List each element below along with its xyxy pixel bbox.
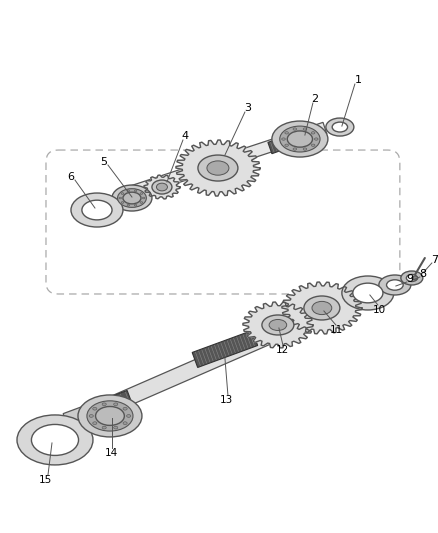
Ellipse shape — [285, 132, 289, 134]
Ellipse shape — [102, 403, 106, 406]
Ellipse shape — [156, 183, 167, 191]
Text: 11: 11 — [330, 325, 343, 335]
Ellipse shape — [412, 276, 418, 280]
Ellipse shape — [342, 276, 394, 310]
Text: 13: 13 — [220, 395, 233, 405]
Ellipse shape — [87, 401, 133, 431]
Ellipse shape — [140, 201, 143, 203]
Ellipse shape — [121, 201, 124, 203]
Ellipse shape — [293, 148, 297, 150]
Ellipse shape — [262, 315, 294, 335]
Ellipse shape — [293, 128, 297, 130]
Polygon shape — [243, 302, 313, 348]
Ellipse shape — [326, 118, 354, 136]
Ellipse shape — [140, 193, 143, 195]
Ellipse shape — [102, 426, 106, 429]
Ellipse shape — [287, 131, 312, 147]
Text: 14: 14 — [104, 448, 117, 458]
Text: 12: 12 — [276, 345, 290, 355]
Ellipse shape — [71, 193, 123, 227]
Ellipse shape — [93, 422, 97, 424]
Ellipse shape — [95, 407, 124, 425]
Ellipse shape — [117, 189, 146, 207]
Ellipse shape — [114, 403, 118, 406]
Ellipse shape — [303, 128, 307, 130]
Ellipse shape — [114, 426, 118, 429]
Text: 2: 2 — [311, 94, 318, 104]
Text: 10: 10 — [373, 305, 386, 315]
Ellipse shape — [121, 193, 124, 195]
Ellipse shape — [142, 197, 145, 199]
Ellipse shape — [82, 200, 112, 220]
Ellipse shape — [314, 138, 318, 140]
Text: 4: 4 — [181, 131, 188, 141]
Text: 8: 8 — [419, 269, 427, 279]
Ellipse shape — [78, 395, 142, 437]
Ellipse shape — [207, 161, 229, 175]
Ellipse shape — [387, 280, 403, 290]
Ellipse shape — [123, 407, 127, 410]
Ellipse shape — [303, 148, 307, 150]
Polygon shape — [176, 140, 260, 196]
Ellipse shape — [134, 205, 137, 206]
Text: 3: 3 — [244, 103, 251, 113]
Polygon shape — [282, 282, 362, 334]
Text: 9: 9 — [406, 274, 413, 284]
Polygon shape — [87, 391, 133, 421]
Ellipse shape — [406, 274, 417, 281]
Ellipse shape — [134, 190, 137, 192]
Ellipse shape — [401, 271, 423, 285]
Ellipse shape — [272, 121, 328, 157]
Ellipse shape — [282, 138, 285, 140]
Ellipse shape — [152, 180, 172, 194]
Ellipse shape — [285, 144, 289, 147]
Polygon shape — [126, 123, 327, 199]
Text: 6: 6 — [67, 172, 74, 182]
Ellipse shape — [93, 407, 97, 410]
Ellipse shape — [332, 122, 348, 132]
Ellipse shape — [311, 132, 315, 134]
Text: 5: 5 — [100, 157, 107, 167]
Ellipse shape — [123, 422, 127, 424]
Ellipse shape — [112, 185, 152, 211]
Ellipse shape — [269, 319, 287, 330]
Ellipse shape — [311, 144, 315, 147]
Polygon shape — [268, 125, 320, 154]
Ellipse shape — [17, 415, 93, 465]
Ellipse shape — [127, 415, 131, 417]
Text: 15: 15 — [39, 475, 52, 485]
Polygon shape — [69, 296, 348, 429]
Ellipse shape — [127, 205, 130, 206]
Ellipse shape — [123, 192, 141, 204]
Text: 7: 7 — [431, 255, 438, 265]
Ellipse shape — [127, 190, 130, 192]
Ellipse shape — [379, 275, 411, 295]
Ellipse shape — [280, 126, 320, 152]
Polygon shape — [144, 175, 180, 199]
Ellipse shape — [198, 155, 238, 181]
Polygon shape — [63, 401, 106, 434]
Ellipse shape — [353, 283, 383, 303]
Text: 1: 1 — [354, 75, 361, 85]
Polygon shape — [192, 330, 258, 367]
Ellipse shape — [89, 415, 93, 417]
Ellipse shape — [119, 197, 122, 199]
Ellipse shape — [304, 296, 340, 320]
Ellipse shape — [32, 424, 78, 455]
Ellipse shape — [312, 301, 332, 314]
